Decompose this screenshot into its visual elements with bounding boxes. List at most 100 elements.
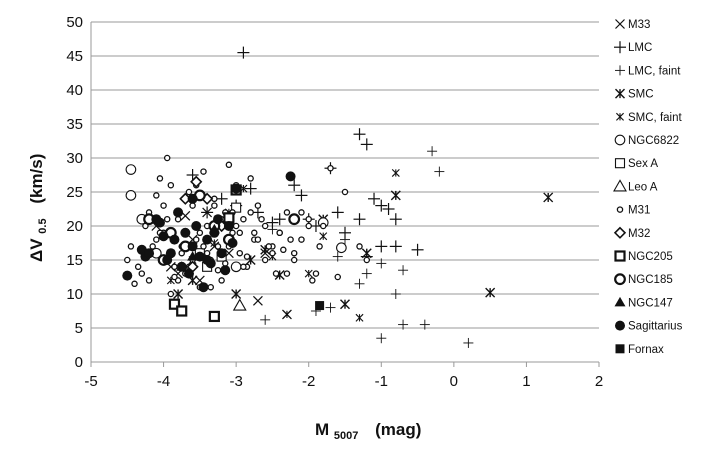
- point-smc-faint: [319, 232, 328, 241]
- legend-marker-sex-a: [614, 158, 626, 169]
- point-lmc-faint: [354, 278, 365, 289]
- point-m31: [232, 222, 240, 230]
- point-lmc: [375, 240, 388, 253]
- x-axis-label: M 5007 (mag): [315, 420, 421, 443]
- point-sagittarius: [154, 217, 165, 228]
- legend-item-ngc6822: NGC6822: [614, 134, 679, 147]
- point-m31: [334, 273, 341, 281]
- x-tick-label: -2: [302, 373, 315, 390]
- point-lmc-faint: [390, 289, 401, 299]
- point-sagittarius: [176, 261, 187, 272]
- legend-label: NGC147: [628, 297, 673, 309]
- point-m31: [156, 175, 164, 182]
- point-m31: [261, 256, 269, 264]
- x-tick-label: 0: [450, 373, 458, 390]
- point-lmc: [237, 46, 250, 59]
- legend-marker-lmc-faint: [615, 65, 625, 76]
- y-axis-label-main: ΔV: [27, 238, 46, 262]
- y-tick-label: 50: [66, 14, 83, 31]
- point-m31: [287, 236, 294, 243]
- legend-item-lmc: LMC: [614, 41, 652, 54]
- point-lmc: [186, 169, 199, 181]
- point-m31: [341, 188, 349, 196]
- point-smc-faint: [282, 310, 291, 319]
- point-lmc-faint: [434, 166, 445, 177]
- point-sagittarius: [202, 255, 213, 265]
- point-lmc-faint: [267, 224, 278, 235]
- point-sagittarius: [209, 227, 220, 238]
- point-m31: [236, 249, 244, 257]
- point-m31: [283, 270, 291, 277]
- point-m31: [305, 215, 312, 223]
- point-lmc-faint: [361, 268, 372, 279]
- point-m31: [200, 243, 207, 250]
- point-m31: [196, 229, 204, 237]
- point-m31: [305, 222, 312, 230]
- point-m31: [327, 164, 334, 172]
- y-tick-label: 10: [66, 286, 83, 303]
- y-tick-label: 45: [66, 48, 83, 65]
- point-lmc: [360, 138, 373, 151]
- point-smc: [361, 248, 372, 259]
- point-lmc: [382, 203, 395, 215]
- point-smc-faint: [355, 313, 364, 322]
- point-ngc205: [168, 298, 181, 310]
- point-sagittarius: [187, 193, 198, 204]
- legend-marker-ngc6822: [614, 134, 626, 146]
- point-sagittarius: [198, 282, 209, 293]
- point-m31: [272, 270, 280, 277]
- point-lmc: [273, 213, 286, 226]
- point-m31: [363, 256, 371, 264]
- point-smc: [390, 190, 401, 201]
- point-m31: [214, 266, 222, 274]
- legend-item-ngc205: NGC205: [614, 250, 673, 263]
- point-lmc-faint: [376, 258, 387, 269]
- point-lmc-faint: [427, 146, 438, 157]
- legend-marker-smc: [615, 88, 625, 99]
- legend-marker-m31: [616, 206, 624, 213]
- point-smc: [485, 287, 496, 298]
- point-m31: [356, 243, 363, 250]
- point-lmc-faint: [398, 319, 409, 330]
- point-m31: [211, 202, 218, 209]
- legend-item-fornax: Fornax: [615, 344, 664, 356]
- y-axis-label-sub: 0.5: [37, 218, 49, 233]
- legend-item-sagittarius: Sagittarius: [615, 320, 683, 333]
- point-m31: [258, 215, 265, 223]
- legend-item-m31: M31: [616, 205, 650, 217]
- legend-label: SMC, faint: [628, 112, 682, 124]
- point-m31: [163, 154, 171, 162]
- point-lmc-faint: [340, 234, 350, 245]
- legend-item-m33: M33: [615, 19, 650, 31]
- point-m31: [312, 270, 320, 277]
- point-ngc185: [288, 213, 301, 226]
- y-axis-label-unit: (km/s): [27, 154, 46, 204]
- point-lmc: [375, 199, 388, 212]
- point-sex-a: [231, 202, 242, 213]
- point-m31: [218, 277, 225, 284]
- point-lmc-faint: [332, 251, 343, 262]
- point-smc: [173, 289, 184, 299]
- point-m31: [171, 273, 178, 281]
- point-sagittarius: [162, 255, 173, 265]
- point-m31: [240, 215, 247, 223]
- y-tick-label: 30: [66, 150, 83, 167]
- point-m31: [290, 249, 298, 257]
- point-lmc-faint: [325, 302, 336, 313]
- legend-label: LMC, faint: [628, 65, 681, 77]
- point-m33: [252, 295, 263, 306]
- point-m31: [134, 263, 142, 271]
- legend-label: SMC: [628, 89, 654, 101]
- point-ngc205: [223, 212, 235, 224]
- legend-marker-smc-faint: [616, 112, 624, 121]
- point-m31: [283, 209, 291, 216]
- point-m31: [269, 249, 276, 257]
- point-m31: [240, 263, 247, 271]
- legend-marker-lmc: [614, 41, 626, 54]
- point-ngc205: [208, 310, 220, 323]
- point-lmc-faint: [463, 337, 474, 348]
- legend-label: NGC185: [628, 274, 673, 286]
- legend-marker-ngc147: [614, 296, 626, 307]
- point-smc: [543, 192, 554, 203]
- point-sagittarius: [216, 248, 227, 259]
